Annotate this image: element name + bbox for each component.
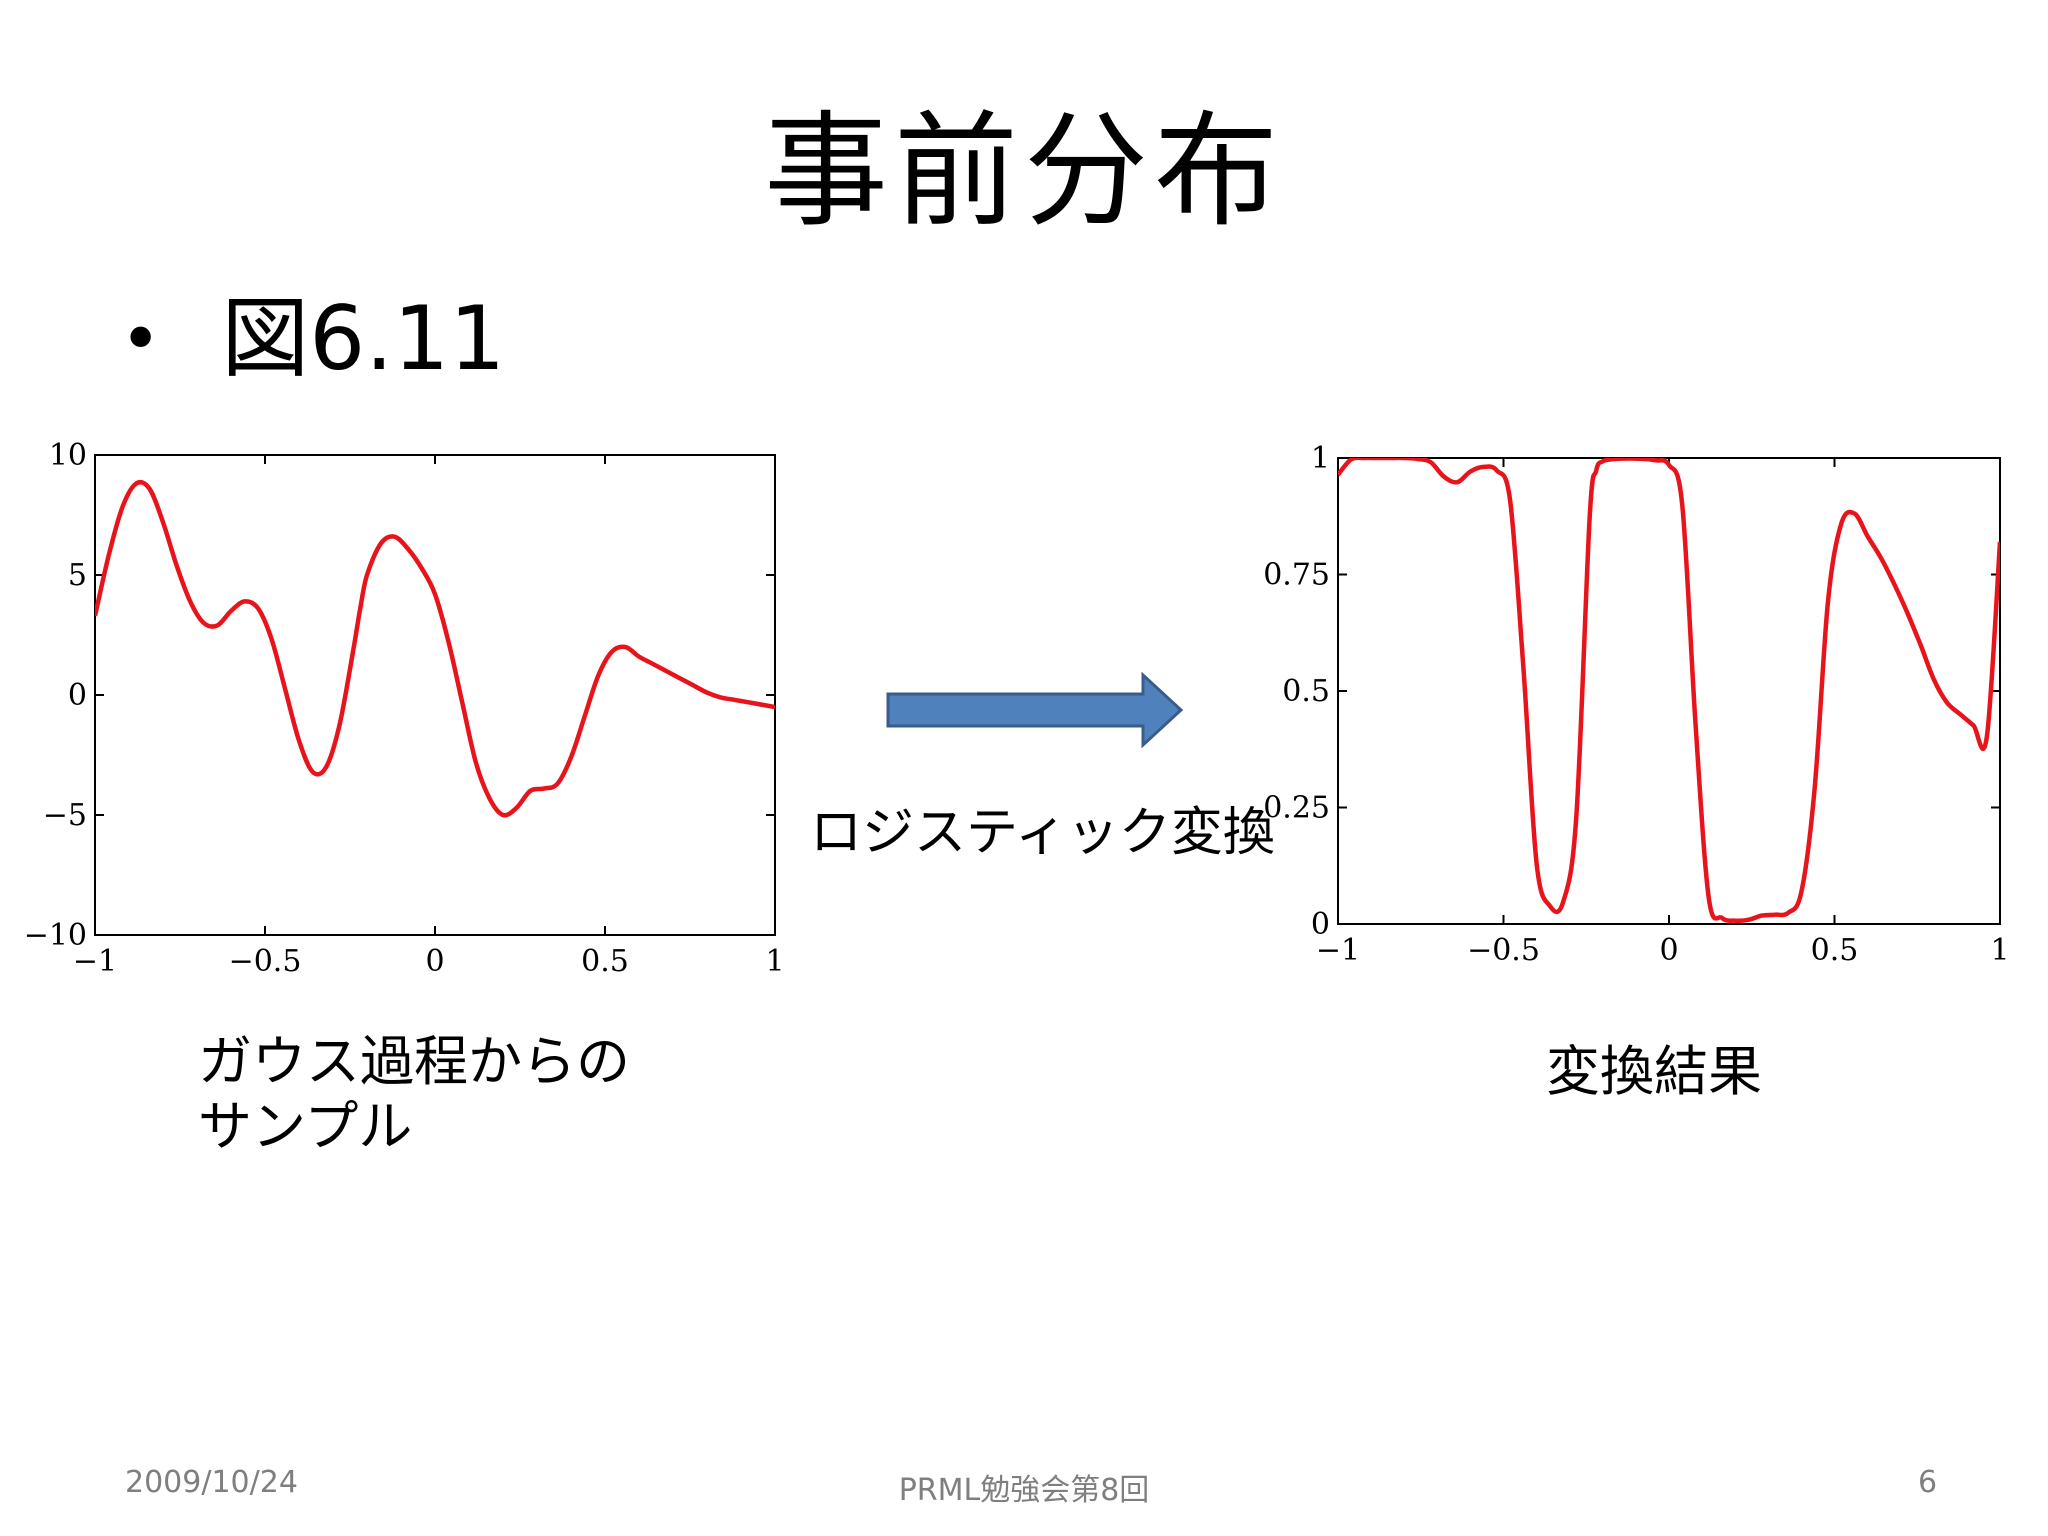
x-tick-label: 0 (1659, 933, 1678, 968)
y-tick-label: 0 (1311, 907, 1330, 942)
x-tick-label: −1 (73, 944, 117, 979)
bullet-text: 図6.11 (221, 287, 506, 390)
series-line-0 (1338, 458, 2000, 924)
series-line-0 (95, 479, 775, 818)
left-caption: ガウス過程からの サンプル (198, 1030, 630, 1160)
x-tick-label: 0 (425, 944, 444, 979)
left-caption-line1: ガウス過程からの (198, 1030, 630, 1093)
chart-axes-frame (1337, 457, 2001, 925)
x-tick-label: 1 (1990, 933, 2009, 968)
gp-sample-chart-svg: −1 −0.5 0 0.5 1 −10 −5 0 5 10 (24, 438, 785, 979)
footer-date: 2009/10/24 (125, 1465, 298, 1500)
logistic-result-chart: −1 −0.5 0 0.5 1 0 0.25 0.5 0.75 1 (1240, 430, 2040, 990)
y-tick-label: 10 (49, 438, 87, 473)
chart-axes-frame (94, 454, 776, 936)
y-tick-label: 0.5 (1282, 674, 1330, 709)
y-tick-label: 1 (1311, 441, 1330, 476)
x-tick-label: −0.5 (229, 944, 302, 979)
bullet-dot: • (120, 298, 162, 380)
x-tick-label: −0.5 (1467, 933, 1540, 968)
gp-sample-chart: −1 −0.5 0 0.5 1 −10 −5 0 5 10 (0, 430, 800, 1010)
y-tick-label: 0.25 (1263, 791, 1330, 826)
bullet-item: • 図6.11 (120, 295, 505, 383)
x-tick-label: 0.5 (581, 944, 629, 979)
right-caption: 変換結果 (1546, 1040, 1762, 1103)
left-caption-line2: サンプル (198, 1094, 413, 1158)
y-tick-label: 0 (68, 678, 87, 713)
slide-title: 事前分布 (763, 100, 1284, 244)
footer-page-number: 6 (1918, 1465, 1938, 1500)
arrow-label: ロジスティック変換 (810, 803, 1275, 863)
y-tick-label: 5 (68, 558, 87, 593)
transform-arrow-shape (886, 671, 1184, 749)
y-tick-label: −5 (43, 798, 87, 833)
y-tick-label: −10 (24, 918, 87, 953)
x-tick-label: 1 (765, 944, 784, 979)
y-tick-label: 0.75 (1263, 558, 1330, 593)
x-tick-label: 0.5 (1811, 933, 1859, 968)
footer-title: PRML勉強会第8回 (898, 1473, 1150, 1508)
logistic-result-chart-svg: −1 −0.5 0 0.5 1 0 0.25 0.5 0.75 1 (1263, 441, 2009, 968)
transform-arrow-icon (886, 671, 1184, 749)
x-tick-label: −1 (1316, 933, 1360, 968)
